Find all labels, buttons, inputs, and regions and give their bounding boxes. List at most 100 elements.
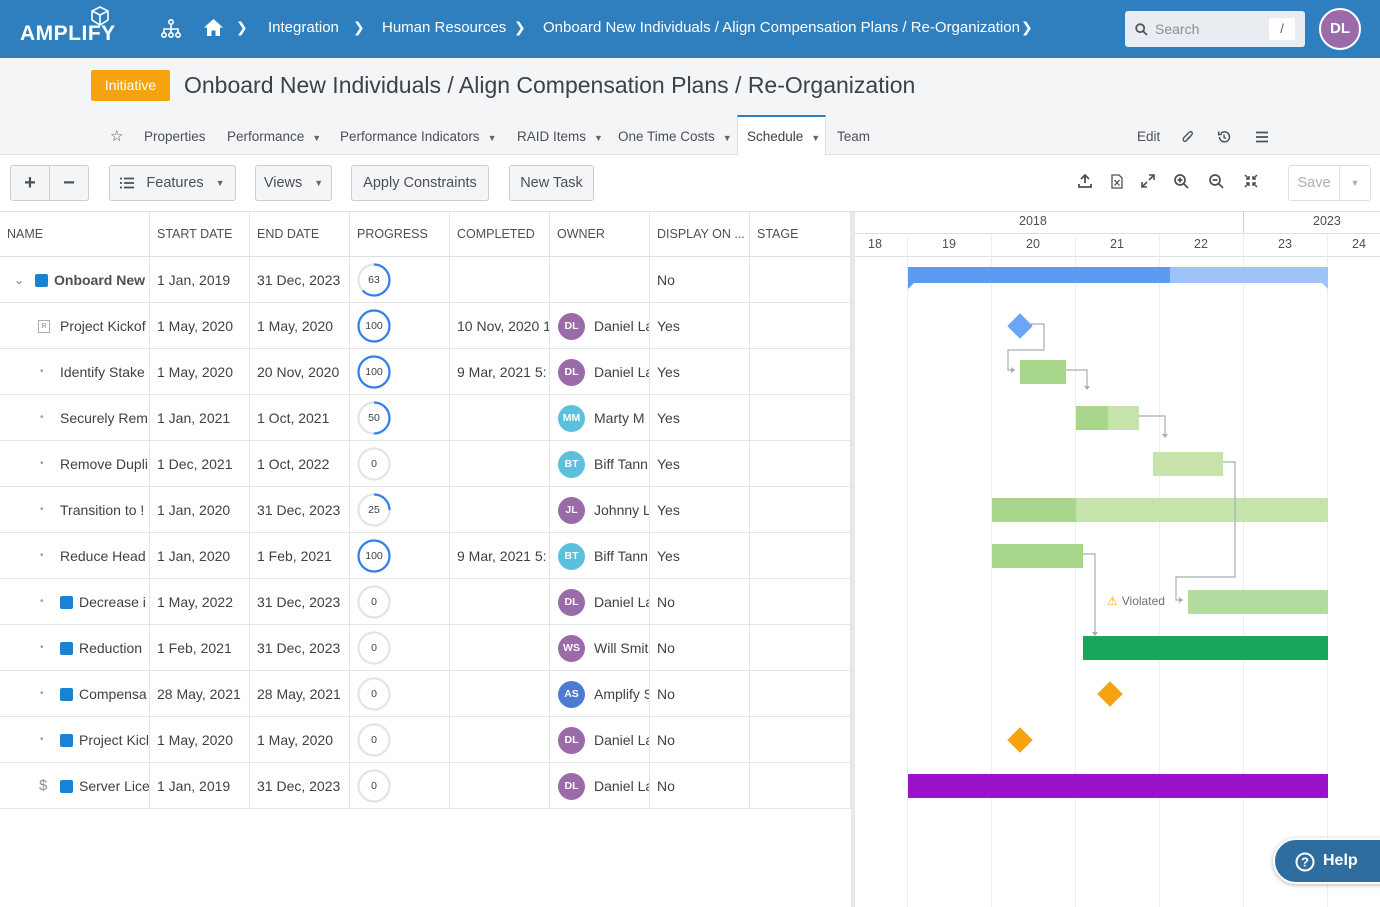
cell-start-date[interactable]: 28 May, 2021 xyxy=(150,671,250,717)
breadcrumb-current-initiative[interactable]: Onboard New Individuals / Align Compensa… xyxy=(543,19,1020,36)
gantt-milestone[interactable] xyxy=(1097,681,1123,707)
cell-display-on[interactable]: Yes xyxy=(650,395,750,441)
cell-progress[interactable] xyxy=(350,625,450,671)
cell-end-date[interactable]: 1 Feb, 2021 xyxy=(250,533,350,579)
gantt-milestone[interactable] xyxy=(1007,727,1033,753)
user-avatar[interactable]: DL xyxy=(1319,8,1361,50)
search-box[interactable]: Search / xyxy=(1125,11,1305,47)
cell-completed[interactable]: 10 Nov, 2020 1 xyxy=(450,303,550,349)
collapse-chevron-icon[interactable]: ⌄ xyxy=(14,273,25,287)
cell-display-on[interactable]: Yes xyxy=(650,349,750,395)
cell-owner[interactable] xyxy=(550,763,650,809)
cell-stage[interactable] xyxy=(750,671,851,717)
cell-stage[interactable] xyxy=(750,533,851,579)
paperclip-icon[interactable] xyxy=(1182,130,1194,144)
cell-owner[interactable] xyxy=(550,625,650,671)
cell-progress[interactable] xyxy=(350,395,450,441)
cell-display-on[interactable]: No xyxy=(650,625,750,671)
cell-end-date[interactable]: 31 Dec, 2023 xyxy=(250,763,350,809)
views-dropdown[interactable]: Views ▼ xyxy=(255,165,332,201)
cell-owner[interactable] xyxy=(550,487,650,533)
zoom-in-icon[interactable] xyxy=(1174,174,1189,189)
new-task-button[interactable]: New Task xyxy=(509,165,594,201)
cell-stage[interactable] xyxy=(750,441,851,487)
column-header-start-date[interactable]: START DATE xyxy=(150,212,250,257)
cell-display-on[interactable]: Yes xyxy=(650,303,750,349)
cell-owner[interactable] xyxy=(550,441,650,487)
gantt-task-bar[interactable] xyxy=(992,544,1083,568)
breadcrumb-integration[interactable]: Integration xyxy=(268,19,339,36)
gantt-milestone[interactable] xyxy=(1007,313,1033,339)
column-header-name[interactable]: NAME xyxy=(0,212,150,257)
cell-stage[interactable] xyxy=(750,257,851,303)
cell-name[interactable]: • Transition to ! xyxy=(0,487,150,533)
table-row[interactable]: • Remove Dupli 1 Dec, 2021 1 Oct, 2022 Yes 0 B… xyxy=(0,441,851,487)
cell-completed[interactable] xyxy=(450,579,550,625)
tab-performance[interactable]: Performance ▼ xyxy=(227,129,321,144)
upload-icon[interactable] xyxy=(1078,174,1092,188)
cell-start-date[interactable]: 1 Dec, 2021 xyxy=(150,441,250,487)
cell-name[interactable]: ⌄ Onboard New xyxy=(0,257,150,303)
history-icon[interactable] xyxy=(1217,130,1231,144)
cell-start-date[interactable]: 1 Jan, 2020 xyxy=(150,533,250,579)
external-link-icon[interactable] xyxy=(60,685,73,717)
cell-display-on[interactable]: No xyxy=(650,763,750,809)
cell-name[interactable]: • Decrease i xyxy=(0,579,150,625)
gantt-summary-bar-remaining[interactable] xyxy=(1170,267,1328,283)
cell-progress[interactable] xyxy=(350,579,450,625)
amplify-logo[interactable]: AMPLIFY xyxy=(20,6,138,52)
cell-completed[interactable] xyxy=(450,257,550,303)
cell-display-on[interactable]: No xyxy=(650,671,750,717)
cell-stage[interactable] xyxy=(750,303,851,349)
tab-team[interactable]: Team xyxy=(837,129,871,144)
tab-one-time-costs[interactable]: One Time Costs ▼ xyxy=(618,129,732,144)
save-options-dropdown[interactable]: ▼ xyxy=(1339,165,1371,201)
zoom-out-icon[interactable] xyxy=(1209,174,1224,189)
cell-stage[interactable] xyxy=(750,579,851,625)
cell-completed[interactable] xyxy=(450,487,550,533)
table-row[interactable]: • Securely Rem 1 Jan, 2021 1 Oct, 2021 Yes 50… xyxy=(0,395,851,441)
cell-end-date[interactable]: 31 Dec, 2023 xyxy=(250,579,350,625)
gantt-task-bar-progress[interactable] xyxy=(992,498,1076,522)
gantt-task-bar[interactable] xyxy=(1020,360,1066,384)
cell-owner[interactable] xyxy=(550,533,650,579)
cell-completed[interactable]: 9 Mar, 2021 5: xyxy=(450,533,550,579)
features-dropdown[interactable]: Features ▼ xyxy=(109,165,236,201)
cell-end-date[interactable]: 20 Nov, 2020 xyxy=(250,349,350,395)
cell-stage[interactable] xyxy=(750,717,851,763)
cell-stage[interactable] xyxy=(750,763,851,809)
cell-name[interactable]: • Identify Stake xyxy=(0,349,150,395)
table-row[interactable]: • Identify Stake 1 May, 2020 20 Nov, 2020 9 … xyxy=(0,349,851,395)
cell-progress[interactable] xyxy=(350,487,450,533)
gantt-task-bar[interactable] xyxy=(1153,452,1223,476)
cell-progress[interactable] xyxy=(350,763,450,809)
tab-raid-items[interactable]: RAID Items ▼ xyxy=(517,129,603,144)
cell-end-date[interactable]: 31 Dec, 2023 xyxy=(250,487,350,533)
initiative-link-icon[interactable] xyxy=(35,271,48,303)
cell-name[interactable]: R Project Kickof xyxy=(0,303,150,349)
cell-progress[interactable] xyxy=(350,257,450,303)
cell-progress[interactable] xyxy=(350,717,450,763)
cell-owner[interactable] xyxy=(550,303,650,349)
cell-completed[interactable] xyxy=(450,625,550,671)
cell-owner[interactable] xyxy=(550,349,650,395)
favorite-star-icon[interactable]: ☆ xyxy=(110,128,124,145)
collapse-all-button[interactable]: − xyxy=(49,165,89,201)
cell-progress[interactable] xyxy=(350,303,450,349)
hierarchy-icon[interactable] xyxy=(161,19,181,39)
help-button[interactable]: ? Help xyxy=(1273,838,1380,884)
cell-name[interactable]: • Reduction xyxy=(0,625,150,671)
external-link-icon[interactable] xyxy=(60,639,73,671)
table-row[interactable]: • Transition to ! 1 Jan, 2020 31 Dec, 2023 Y… xyxy=(0,487,851,533)
cell-progress[interactable] xyxy=(350,441,450,487)
tab-performance-indicators[interactable]: Performance Indicators ▼ xyxy=(340,129,496,144)
cell-owner[interactable] xyxy=(550,579,650,625)
zoom-to-fit-icon[interactable] xyxy=(1244,174,1258,188)
external-link-icon[interactable] xyxy=(60,593,73,625)
cell-completed[interactable] xyxy=(450,441,550,487)
gantt-task-bar-progress[interactable] xyxy=(1076,406,1108,430)
